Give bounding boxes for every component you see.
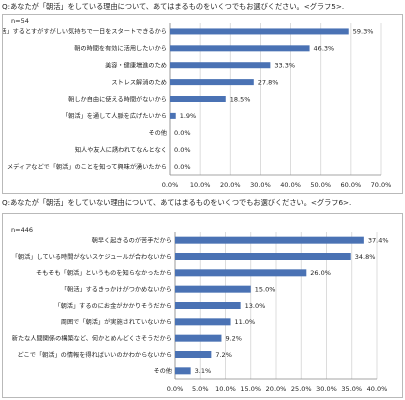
chart2-data-label: 13.0%	[245, 302, 266, 310]
chart1-category-label: 知人や友人に誘われてなんとなく	[75, 146, 167, 154]
chart1-panel: n=54 0.0% 10.0% 20.0% 30.0% 40.0% 50.0% 60.0% 70…	[2, 14, 403, 194]
chart1-plot: n=54 0.0% 10.0% 20.0% 30.0% 40.0% 50.0% 60.0% 70…	[3, 17, 392, 189]
chart2-category-label: 「朝活」するきっかけがつかめないから	[61, 285, 172, 293]
chart1-data-label: 27.8%	[258, 78, 279, 86]
chart2-category-label: 「朝活」するのにお金がかかりそうだから	[54, 302, 172, 310]
chart2-category-label: 周囲で「朝活」が実施されていないから	[61, 318, 172, 326]
chart2-data-label: 7.2%	[215, 351, 232, 359]
chart1-data-label: 0.0%	[174, 129, 191, 137]
chart2-tick-label: 20.0%	[266, 385, 287, 393]
chart1-bar	[170, 28, 349, 35]
chart2-bar	[175, 236, 364, 244]
chart1-data-label: 1.9%	[180, 112, 197, 120]
chart2-category-label: 朝早く起きるのが苦手だから	[92, 236, 172, 244]
chart1-bar	[170, 62, 271, 69]
chart1-data-label: 33.3%	[274, 62, 295, 70]
chart2-n-label: n=446	[11, 226, 33, 234]
chart2-tick-label: 35.0%	[341, 385, 362, 393]
chart2-panel: n=446 0.0% 5.0% 10.0% 15.0% 20.0% 25.0% 30.0% 35…	[2, 213, 403, 398]
chart2-category-label: その他	[153, 367, 172, 375]
chart1-data-label: 18.5%	[230, 95, 251, 103]
chart2-category-label: そもそも「朝活」というものを知らなかったから	[36, 269, 172, 277]
chart1-bar	[170, 45, 310, 52]
chart1-category-label: 「朝活」するとすがすがしい気持ちで一日をスタートできるから	[3, 28, 167, 36]
chart2-question: Q:あなたが「朝活」をしていない理由について、あてはまるものをいくつでもお選びく…	[2, 198, 352, 207]
chart2-data-label: 26.0%	[310, 269, 331, 277]
chart1-tick-label: 10.0%	[190, 181, 211, 189]
chart1-category-label: ストレス解消のため	[111, 78, 167, 86]
chart1-category-label: 朝しか自由に使える時間がないから	[68, 95, 167, 103]
chart1-category-label: その他	[148, 129, 167, 137]
chart2-category-label: どこで「朝活」の情報を得ればいいのかわからないから	[18, 351, 173, 359]
chart1-category-label: メディアなどで「朝活」のことを知って興味が湧いたから	[7, 163, 167, 171]
chart1-tick-label: 30.0%	[250, 181, 271, 189]
chart2-tick-label: 0.0%	[167, 385, 184, 393]
chart2-bar	[175, 351, 212, 358]
chart2-plot: n=446 0.0% 5.0% 10.0% 15.0% 20.0% 25.0% 30.0% 35…	[11, 226, 389, 393]
chart2-data-label: 15.0%	[255, 285, 276, 293]
chart2-data-label: 34.8%	[355, 253, 376, 261]
chart1-tick-label: 20.0%	[220, 181, 241, 189]
chart1-n-label: n=54	[11, 17, 29, 25]
chart1-category-label: 「朝活」を通して人脈を広げたいから	[62, 112, 167, 120]
chart1-data-label: 0.0%	[174, 163, 191, 171]
chart2-bar	[175, 269, 307, 277]
chart2-bar	[175, 285, 251, 293]
chart1-tick-label: 0.0%	[162, 181, 179, 189]
chart2-category-label: 新たな人間関係の構築など、何かとめんどくさそうだから	[12, 334, 172, 342]
chart2-tick-label: 5.0%	[192, 385, 209, 393]
chart1-data-label: 59.3%	[353, 28, 374, 36]
chart2-data-label: 11.0%	[235, 318, 256, 326]
chart1-question: Q:あなたが「朝活」をしている理由について、あてはまるものをいくつでもお選びくだ…	[2, 2, 345, 11]
chart2-data-label: 3.1%	[195, 367, 212, 375]
chart2-tick-label: 30.0%	[316, 385, 337, 393]
chart2-bar	[175, 334, 222, 342]
chart2-bar	[175, 253, 351, 260]
chart1-category-label: 美容・健康増進のため	[105, 62, 167, 70]
chart1-tick-label: 50.0%	[310, 181, 331, 189]
chart1-tick-label: 70.0%	[371, 181, 392, 189]
chart1-bar	[170, 112, 176, 119]
chart2-tick-label: 15.0%	[240, 385, 261, 393]
chart2-tick-label: 40.0%	[367, 385, 388, 393]
chart2-bar	[175, 367, 191, 375]
chart2-data-label: 37.4%	[368, 236, 389, 244]
chart1-category-label: 朝の時間を有効に活用したいから	[74, 45, 167, 53]
chart1-data-label: 46.3%	[314, 45, 335, 53]
chart2-bar	[175, 302, 241, 309]
chart2-tick-label: 10.0%	[215, 385, 236, 393]
chart1-bar	[170, 79, 254, 86]
chart1-data-label: 0.0%	[174, 146, 191, 154]
chart2-category-label: 「朝活」している時間がないスケジュールが合わないから	[12, 253, 172, 261]
chart2-tick-label: 25.0%	[291, 385, 312, 393]
chart2-data-label: 9.2%	[225, 334, 242, 342]
chart1-bar	[170, 96, 226, 102]
chart1-tick-label: 60.0%	[341, 181, 362, 189]
chart1-tick-label: 40.0%	[280, 181, 301, 189]
chart2-bar	[175, 318, 231, 326]
